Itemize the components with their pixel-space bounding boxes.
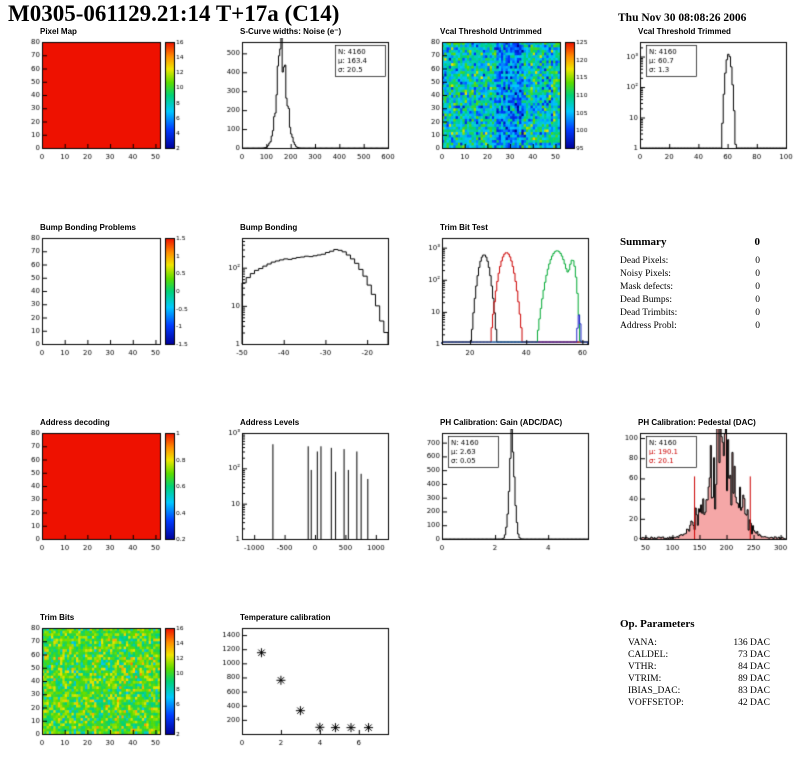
ph-gain-chart: [416, 429, 596, 553]
summary-row-value: 0: [755, 256, 760, 266]
summary-row-label: Dead Bumps:: [620, 295, 672, 305]
op-parameter-row: VTRIM: 89 DAC: [620, 673, 770, 685]
op-parameter-row: CALDEL: 73 DAC: [620, 649, 770, 661]
panel-trim-bits: Trim Bits: [16, 613, 198, 748]
address-levels-chart: [216, 429, 396, 553]
op-parameters-title: Op. Parameters: [620, 618, 695, 630]
op-parameters-block: Op. Parameters VANA: 136 DAC CALDEL: 73 …: [620, 618, 770, 709]
summary-row-value: 0: [755, 269, 760, 279]
panel-scurve-noise: S-Curve widths: Noise (e⁻): [216, 27, 398, 162]
op-parameter-label: VANA:: [628, 638, 657, 648]
panel-address-levels: Address Levels: [216, 418, 398, 553]
panel-bump-problems: Bump Bonding Problems: [16, 223, 198, 358]
summary-header: Summary 0: [620, 236, 760, 248]
op-parameter-row: VTHR: 84 DAC: [620, 661, 770, 673]
ph-pedestal-chart: [614, 429, 794, 553]
panel-pixel-map: Pixel Map: [16, 27, 198, 162]
summary-row-value: 0: [755, 295, 760, 305]
timestamp: Thu Nov 30 08:08:26 2006: [618, 12, 747, 24]
plot-title: Trim Bits: [40, 613, 75, 622]
plot-title: Vcal Threshold Untrimmed: [440, 27, 542, 36]
plot-title: PH Calibration: Pedestal (DAC): [638, 418, 756, 427]
op-parameter-value: 42 DAC: [738, 698, 770, 708]
panel-ph-gain: PH Calibration: Gain (ADC/DAC): [416, 418, 598, 553]
summary-row-label: Dead Trimbits:: [620, 308, 678, 318]
bump-problems-chart: [16, 234, 196, 358]
summary-row-label: Address Probl:: [620, 321, 677, 331]
panel-vcal-trimmed: Vcal Threshold Trimmed: [614, 27, 796, 162]
plot-title: Bump Bonding Problems: [40, 223, 136, 232]
summary-block: Summary 0 Dead Pixels: 0 Noisy Pixels: 0…: [620, 236, 760, 333]
summary-row-value: 0: [755, 321, 760, 331]
summary-row: Noisy Pixels: 0: [620, 268, 760, 281]
summary-title: Summary: [620, 236, 667, 248]
trim-bit-test-chart: [416, 234, 596, 358]
op-parameter-label: VTRIM:: [628, 674, 662, 684]
op-parameter-row: VANA: 136 DAC: [620, 637, 770, 649]
panel-ph-pedestal: PH Calibration: Pedestal (DAC): [614, 418, 796, 553]
op-parameter-label: VTHR:: [628, 662, 657, 672]
panel-vcal-untrimmed: Vcal Threshold Untrimmed: [416, 27, 598, 162]
scurve-noise-chart: [216, 38, 396, 162]
op-parameter-label: CALDEL:: [628, 650, 669, 660]
plot-title: Trim Bit Test: [440, 223, 488, 232]
summary-row: Mask defects: 0: [620, 281, 760, 294]
op-parameter-row: IBIAS_DAC: 83 DAC: [620, 685, 770, 697]
summary-row: Dead Trimbits: 0: [620, 307, 760, 320]
plot-title: Address Levels: [240, 418, 300, 427]
summary-row: Dead Bumps: 0: [620, 294, 760, 307]
summary-row-value: 0: [755, 282, 760, 292]
bump-bonding-chart: [216, 234, 396, 358]
panel-trim-bit-test: Trim Bit Test: [416, 223, 598, 358]
op-parameter-value: 73 DAC: [738, 650, 770, 660]
summary-row-label: Mask defects:: [620, 282, 674, 292]
plot-title: PH Calibration: Gain (ADC/DAC): [440, 418, 563, 427]
trim-bits-chart: [16, 624, 196, 748]
plot-title: S-Curve widths: Noise (e⁻): [240, 27, 342, 36]
op-parameters-rows: VANA: 136 DAC CALDEL: 73 DAC VTHR: 84 DA…: [620, 637, 770, 709]
summary-row: Address Probl: 0: [620, 320, 760, 333]
op-parameter-row: VOFFSETOP: 42 DAC: [620, 697, 770, 709]
summary-row-value: 0: [755, 308, 760, 318]
op-parameter-value: 83 DAC: [738, 686, 770, 696]
plot-title: Address decoding: [40, 418, 110, 427]
summary-row-label: Noisy Pixels:: [620, 269, 671, 279]
address-decoding-chart: [16, 429, 196, 553]
summary-rows: Dead Pixels: 0 Noisy Pixels: 0 Mask defe…: [620, 255, 760, 333]
plot-title: Temperature calibration: [240, 613, 331, 622]
pixel-map-chart: [16, 38, 196, 162]
panel-bump-bonding: Bump Bonding: [216, 223, 398, 358]
summary-row: Dead Pixels: 0: [620, 255, 760, 268]
page-title: M0305-061129.21:14 T+17a (C14): [8, 1, 340, 26]
vcal-untrimmed-chart: [416, 38, 596, 162]
plot-title: Pixel Map: [40, 27, 77, 36]
op-parameter-label: IBIAS_DAC:: [628, 686, 681, 696]
plot-title: Vcal Threshold Trimmed: [638, 27, 731, 36]
plot-title: Bump Bonding: [240, 223, 298, 232]
temperature-calibration-chart: [216, 624, 396, 748]
summary-row-label: Dead Pixels:: [620, 256, 669, 266]
op-parameter-value: 136 DAC: [733, 638, 770, 648]
op-parameter-value: 84 DAC: [738, 662, 770, 672]
panel-address-decoding: Address decoding: [16, 418, 198, 553]
summary-total: 0: [754, 236, 761, 248]
op-parameter-label: VOFFSETOP:: [628, 698, 684, 708]
vcal-trimmed-chart: [614, 38, 794, 162]
op-parameter-value: 89 DAC: [738, 674, 770, 684]
panel-temperature-calibration: Temperature calibration: [216, 613, 398, 748]
